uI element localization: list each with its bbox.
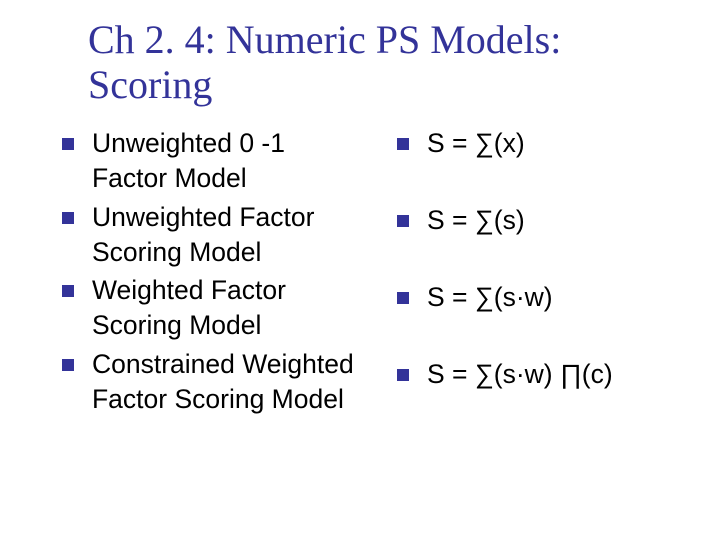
content-columns: Unweighted 0 -1 Factor Model Unweighted … <box>30 126 690 434</box>
square-bullet-icon <box>397 138 409 150</box>
list-item-text: Weighted Factor Scoring Model <box>92 273 365 343</box>
square-bullet-icon <box>62 212 74 224</box>
list-item-text: Unweighted Factor Scoring Model <box>92 200 365 270</box>
list-item: Unweighted 0 -1 Factor Model <box>30 126 365 196</box>
slide-title: Ch 2. 4: Numeric PS Models: Scoring <box>88 18 690 108</box>
right-column: S = ∑(x) S = ∑(s) S = ∑(s·w) S = ∑(s·w) … <box>365 126 690 434</box>
list-item: Constrained Weighted Factor Scoring Mode… <box>30 347 365 417</box>
list-item-text: S = ∑(s·w) ∏(c) <box>427 357 613 392</box>
list-item-text: S = ∑(x) <box>427 126 525 161</box>
list-item-text: S = ∑(s·w) <box>427 280 553 315</box>
left-column: Unweighted 0 -1 Factor Model Unweighted … <box>30 126 365 434</box>
square-bullet-icon <box>397 215 409 227</box>
square-bullet-icon <box>62 285 74 297</box>
list-item-text: Constrained Weighted Factor Scoring Mode… <box>92 347 365 417</box>
square-bullet-icon <box>62 359 74 371</box>
list-item: Weighted Factor Scoring Model <box>30 273 365 343</box>
list-item-text: Unweighted 0 -1 Factor Model <box>92 126 365 196</box>
square-bullet-icon <box>397 369 409 381</box>
square-bullet-icon <box>62 138 74 150</box>
list-item: S = ∑(s·w) ∏(c) <box>365 357 690 392</box>
list-item: Unweighted Factor Scoring Model <box>30 200 365 270</box>
square-bullet-icon <box>397 292 409 304</box>
list-item: S = ∑(x) <box>365 126 690 161</box>
list-item: S = ∑(s) <box>365 203 690 238</box>
list-item: S = ∑(s·w) <box>365 280 690 315</box>
slide: Ch 2. 4: Numeric PS Models: Scoring Unwe… <box>0 0 720 540</box>
list-item-text: S = ∑(s) <box>427 203 525 238</box>
